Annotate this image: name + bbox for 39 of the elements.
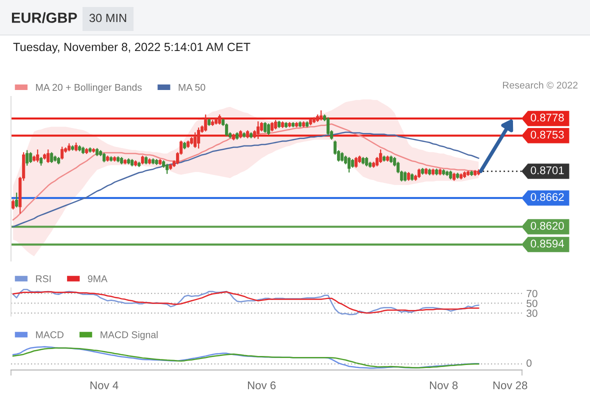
candlestick xyxy=(197,128,200,149)
legend-label: 9MA xyxy=(88,275,108,282)
text: Research © 2022 xyxy=(503,81,578,89)
ref-line-label: 0.8701 xyxy=(530,166,564,174)
candlestick xyxy=(264,122,267,133)
candlestick xyxy=(348,157,351,173)
legend-label: MACD Signal xyxy=(100,331,158,340)
candlestick xyxy=(379,149,382,163)
candlestick xyxy=(46,149,50,163)
y-tick-label: 30 xyxy=(526,310,538,317)
legend-label: MA 20 + Bollinger Bands xyxy=(36,84,142,93)
x-tick-label: Nov 8 xyxy=(430,381,458,390)
ref-line-label: 0.8662 xyxy=(530,193,564,201)
chart-title: EUR/GBP xyxy=(12,12,77,24)
ref-line-label: 0.8753 xyxy=(530,130,564,139)
x-tick-label: Nov 4 xyxy=(90,382,118,390)
x-tick-label: Nov 6 xyxy=(248,381,276,390)
legend-label: MA 50 xyxy=(178,84,206,91)
chart-subtitle: 30 MIN xyxy=(89,14,126,22)
text: Tuesday, November 8, 2022 5:14:01 AM CET xyxy=(13,42,250,54)
legend-label: RSI xyxy=(36,275,51,282)
candlestick xyxy=(26,150,29,166)
candlestick xyxy=(267,123,270,135)
candlestick xyxy=(256,121,260,139)
ref-line-label: 0 xyxy=(526,359,532,367)
y-tick-label: 70 xyxy=(526,290,538,298)
ref-line-label: 0.8778 xyxy=(530,114,564,122)
candlestick xyxy=(60,146,64,160)
x-tick-label: Nov 28 xyxy=(493,381,528,390)
candlestick xyxy=(354,157,358,168)
candlestick xyxy=(36,149,40,162)
candlestick xyxy=(50,152,54,163)
candlestick xyxy=(29,152,32,163)
legend-label: MACD xyxy=(36,331,64,338)
candlestick xyxy=(204,114,208,132)
candlestick xyxy=(15,192,18,208)
y-tick-label: 50 xyxy=(526,300,538,308)
ref-line-label: 0.8594 xyxy=(530,240,564,248)
ref-line-label: 0.8620 xyxy=(530,222,564,230)
